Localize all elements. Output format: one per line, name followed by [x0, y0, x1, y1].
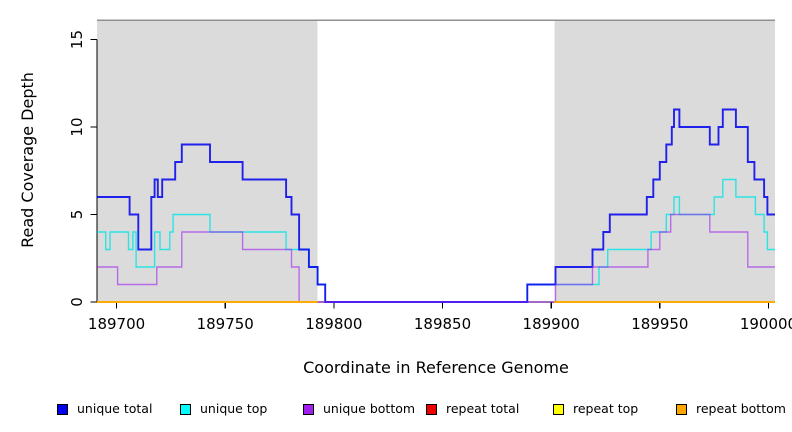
y-tick-label: 5	[68, 210, 86, 220]
x-tick-label: 189900	[523, 315, 580, 333]
y-tick-label: 15	[68, 30, 86, 49]
x-tick-label: 189700	[88, 315, 145, 333]
x-tick-label: 189950	[631, 315, 688, 333]
x-tick-label: 189750	[197, 315, 254, 333]
repeat-region-highlight	[97, 20, 318, 303]
y-tick-label: 10	[68, 117, 86, 136]
y-tick-label: 0	[68, 297, 86, 307]
plot-area: 189700 189750 189800 189850 189900 189950 1900…	[68, 19, 792, 333]
x-tick-label: 189850	[414, 315, 471, 333]
x-axis-title: Coordinate in Reference Genome	[303, 358, 569, 377]
series-line-unique-bottom	[97, 213, 775, 303]
x-tick-label: 189800	[305, 315, 362, 333]
y-axis-title: Read Coverage Depth	[18, 72, 37, 248]
x-tick-label: 190000	[740, 315, 792, 333]
series-line-unique-total	[97, 108, 775, 303]
